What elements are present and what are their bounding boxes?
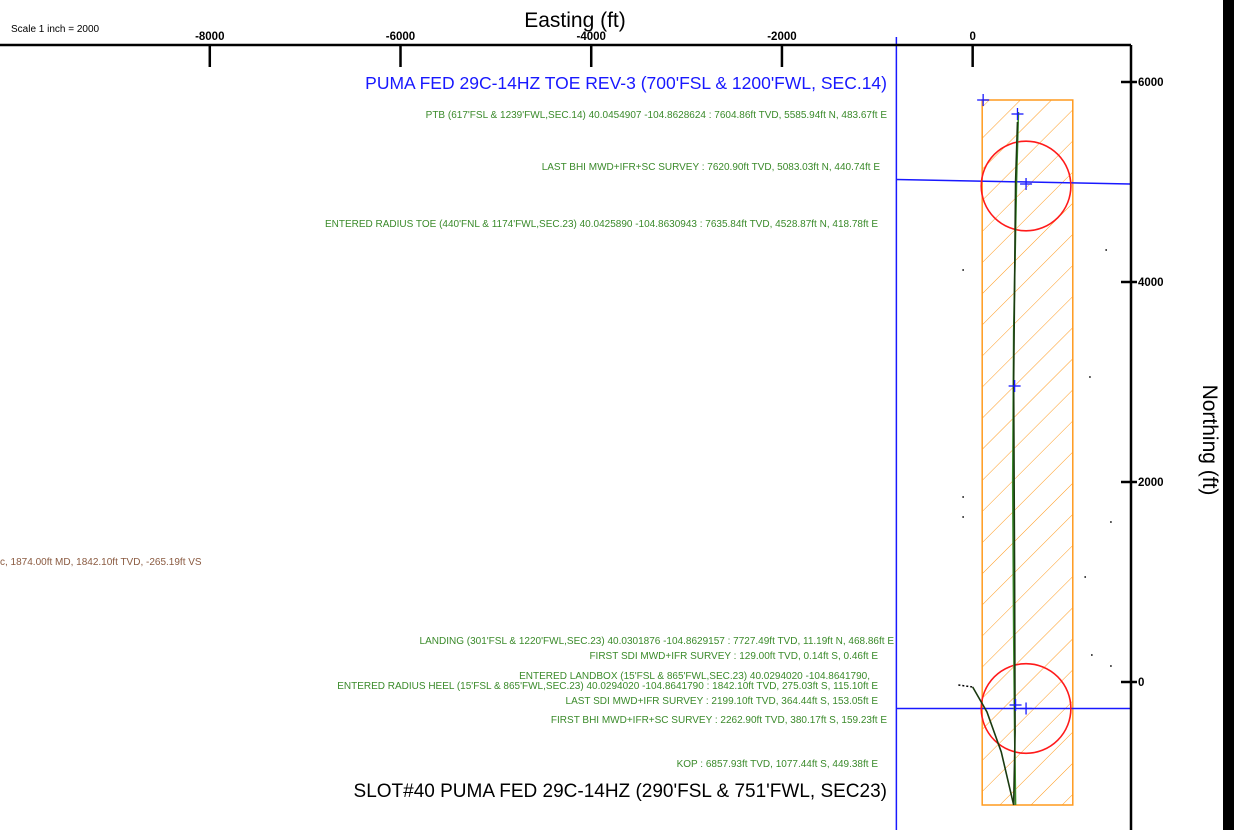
scatter-dot [1089, 376, 1091, 378]
y-axis-title: Northing (ft) [1198, 385, 1221, 496]
y-tick-label: 6000 [1138, 77, 1164, 89]
x-tick-label: -8000 [195, 31, 224, 43]
x-tick-label: -4000 [577, 31, 606, 43]
y-tick-label: 0 [1138, 677, 1144, 689]
target-title: PUMA FED 29C-14HZ TOE REV-3 (700'FSL & 1… [365, 73, 887, 93]
scatter-dot [1091, 654, 1093, 656]
scatter-dot [962, 516, 964, 518]
scatter-dot [1105, 249, 1107, 251]
scatter-dot [962, 269, 964, 271]
scatter-dot [1110, 665, 1112, 667]
landing-label: LANDING (301'FSL & 1220'FWL,SEC.23) 40.0… [420, 636, 895, 647]
lead-in-dotted-line [958, 685, 972, 687]
vs-note-label: c, 1874.00ft MD, 1842.10ft TVD, -265.19f… [0, 557, 202, 568]
entered-radius-heel-label: ENTERED RADIUS HEEL (15'FSL & 865'FWL,SE… [337, 681, 878, 692]
entered-radius-toe-label: ENTERED RADIUS TOE (440'FNL & 1174'FWL,S… [325, 219, 878, 230]
x-tick-label: 0 [969, 31, 975, 43]
last-sdi-label: LAST SDI MWD+IFR SURVEY : 2199.10ft TVD,… [566, 696, 879, 707]
scatter-dot [1110, 521, 1112, 523]
kop-label: KOP : 6857.93ft TVD, 1077.44ft S, 449.38… [677, 759, 879, 770]
scale-note: Scale 1 inch = 2000 [11, 24, 100, 35]
ptb-label: PTB (617'FSL & 1239'FWL,SEC.14) 40.04549… [426, 110, 888, 121]
page-border [1223, 0, 1234, 830]
first-bhi-label: FIRST BHI MWD+IFR+SC SURVEY : 2262.90ft … [551, 715, 887, 726]
scatter-dot [962, 496, 964, 498]
x-axis-title: Easting (ft) [524, 9, 626, 32]
first-sdi-label: FIRST SDI MWD+IFR SURVEY : 129.00ft TVD,… [589, 651, 878, 662]
scatter-dot [1084, 576, 1086, 578]
target-box [982, 100, 1073, 805]
x-tick-label: -2000 [767, 31, 796, 43]
last-bhi-label: LAST BHI MWD+IFR+SC SURVEY : 7620.90ft T… [542, 162, 881, 173]
slot-title: SLOT#40 PUMA FED 29C-14HZ (290'FSL & 751… [354, 781, 887, 802]
x-tick-label: -6000 [386, 31, 415, 43]
y-tick-label: 4000 [1138, 277, 1164, 289]
y-tick-label: 2000 [1138, 477, 1164, 489]
